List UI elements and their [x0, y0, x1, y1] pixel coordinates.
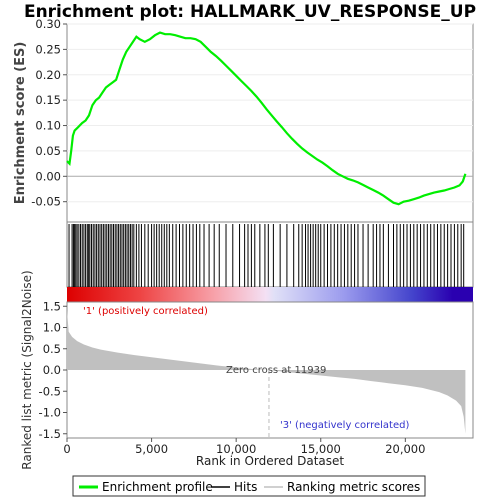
- metric-panel: 1.5 1.0 0.5 0.0 -0.5 -1.0 -1.5 '1' (positively…: [39, 299, 474, 441]
- legend-label-enrichment: Enrichment profile: [102, 480, 213, 494]
- x-tick-label: 20,000: [385, 442, 425, 456]
- es-ytick-label: 0.10: [35, 119, 61, 133]
- metric-y-axis-label: Ranked list metric (Signal2Noise): [20, 270, 34, 469]
- rank-color-bar: [67, 287, 473, 302]
- negative-annotation: '3' (negatively correlated): [280, 420, 409, 431]
- es-ytick-label: 0.25: [35, 42, 61, 56]
- es-ytick-label: 0.30: [35, 17, 61, 31]
- metric-ytick-label: 0.5: [43, 342, 61, 356]
- hits-panel: [66, 221, 474, 288]
- es-ytick-label: 0.05: [35, 144, 61, 158]
- positive-annotation: '1' (positively correlated): [83, 306, 208, 317]
- x-tick-label: 0: [63, 442, 70, 456]
- es-ytick-label: 0.15: [35, 93, 61, 107]
- enrichment-profile-line: [66, 31, 467, 206]
- chart-title: Enrichment plot: HALLMARK_UV_RESPONSE_UP: [24, 2, 476, 22]
- x-tick-label: 5,000: [135, 442, 168, 456]
- es-ytick-label: 0.20: [35, 68, 61, 82]
- x-tick-label: 15,000: [301, 442, 341, 456]
- x-axis: 0 5,000 10,000 15,000 20,000: [63, 438, 425, 456]
- metric-ytick-label: -1.5: [39, 427, 61, 441]
- x-axis-label: Rank in Ordered Dataset: [196, 454, 344, 468]
- metric-ytick-label: -0.5: [39, 384, 61, 398]
- metric-ytick-label: -1.0: [39, 406, 61, 420]
- zero-cross-annotation: Zero cross at 11939: [226, 365, 326, 376]
- metric-ytick-label: 0.0: [43, 363, 61, 377]
- ranking-metric-area: [67, 310, 466, 434]
- es-panel: 0.30 0.25 0.20 0.15 0.10 0.05 0.00 -0.05: [31, 17, 474, 223]
- legend: Enrichment profile Hits Ranking metric s…: [72, 475, 426, 497]
- legend-label-hits: Hits: [234, 480, 257, 494]
- legend-label-metric: Ranking metric scores: [287, 480, 420, 494]
- x-tick-label: 10,000: [216, 442, 256, 456]
- es-y-axis-label: Enrichment score (ES): [13, 42, 28, 205]
- es-ytick-label: -0.05: [31, 195, 61, 209]
- metric-ytick-label: 1.5: [43, 299, 61, 313]
- metric-ytick-label: 1.0: [43, 321, 61, 335]
- es-ytick-label: 0.00: [35, 169, 61, 183]
